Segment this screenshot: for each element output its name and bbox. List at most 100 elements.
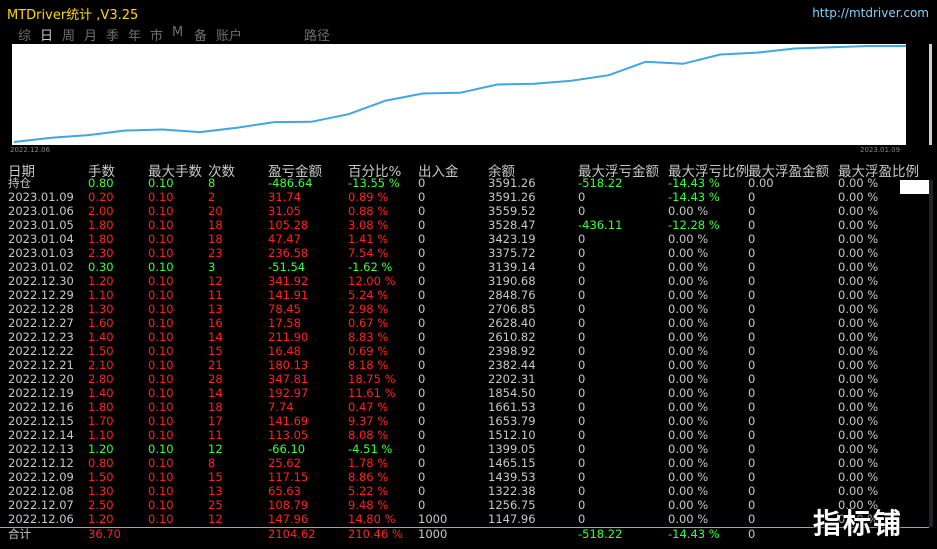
table-row[interactable]: 2022.12.22 1.50 0.10 15 16.48 0.69 % 0 2398.92 0…	[0, 344, 929, 358]
cell-8: 0	[578, 302, 586, 316]
table-row[interactable]: 2022.12.28 1.30 0.10 13 78.45 2.98 % 0 2706.85 0…	[0, 302, 929, 316]
cell-10: 0	[748, 414, 756, 428]
cell-0: 2022.12.29	[8, 288, 74, 302]
tab-2[interactable]: 周	[62, 29, 76, 44]
tab-1[interactable]: 日	[40, 29, 54, 44]
cell-11: 0.00 %	[838, 428, 879, 442]
cell-2: 0.10	[148, 484, 174, 498]
cell-11: 0.00 %	[838, 218, 879, 232]
table-row[interactable]: 2023.01.09 0.20 0.10 2 31.74 0.89 % 0 3591.26 0 -…	[0, 190, 929, 204]
cell-4: 47.47	[268, 232, 301, 246]
col-header-11[interactable]: 最大浮盈比例	[838, 164, 919, 180]
table-row[interactable]: 2022.12.09 1.50 0.10 15 117.15 8.86 % 0 1439.53…	[0, 470, 929, 484]
cell-10: 0.00	[748, 176, 774, 190]
table-row[interactable]: 2022.12.12 0.80 0.10 8 25.62 1.78 % 0 1465.15 0 0…	[0, 456, 929, 470]
col-header-6[interactable]: 出入金	[418, 164, 459, 180]
cell-11: 0.00 %	[838, 302, 879, 316]
app-title: MTDriver统计 ,V3.25	[7, 8, 139, 23]
table-row[interactable]: 2022.12.13 1.20 0.10 12 -66.10 -4.51 % 0 1399.0…	[0, 442, 929, 456]
table-row[interactable]: 2022.12.07 2.50 0.10 25 108.79 9.48 % 0 1256.75…	[0, 498, 929, 512]
cell-2: 0.10	[148, 260, 174, 274]
tab-9[interactable]: 账户	[216, 29, 243, 44]
table-row[interactable]: 2023.01.02 0.30 0.10 3 -51.54 -1.62 % 0 3139.14…	[0, 260, 929, 274]
tab-8[interactable]: 备	[194, 29, 208, 44]
cell-3: 2	[208, 190, 216, 204]
cell-5: 14.80 %	[348, 512, 396, 526]
cell-0: 2023.01.05	[8, 218, 74, 232]
cell-8: -518.22	[578, 527, 623, 541]
cell-1: 1.70	[88, 414, 114, 428]
cell-4: -66.10	[268, 442, 306, 456]
cell-0: 2022.12.14	[8, 428, 74, 442]
table-row[interactable]: 2022.12.27 1.60 0.10 16 17.58 0.67 % 0 2628.40 0…	[0, 316, 929, 330]
tab-10[interactable]: 路径	[304, 29, 331, 44]
col-header-3[interactable]: 次数	[208, 164, 235, 180]
cell-7: 2202.31	[488, 372, 536, 386]
table-row[interactable]: 2023.01.05 1.80 0.10 18 105.28 3.08 % 0 3528.47…	[0, 218, 929, 232]
cell-2: 0.10	[148, 302, 174, 316]
cell-9: -14.43 %	[668, 190, 720, 204]
col-header-4[interactable]: 盈亏金额	[268, 164, 322, 180]
cell-4: -486.64	[268, 176, 313, 190]
cell-2: 0.10	[148, 190, 174, 204]
selected-cell[interactable]	[900, 180, 929, 194]
cell-8: 0	[578, 372, 586, 386]
col-header-0[interactable]: 日期	[8, 164, 35, 180]
cell-1: 0.80	[88, 456, 114, 470]
tab-5[interactable]: 年	[128, 29, 142, 44]
cell-6: 0	[418, 456, 426, 470]
cell-9: 0.00 %	[668, 260, 709, 274]
table-row[interactable]: 2023.01.04 1.80 0.10 18 47.47 1.41 % 0 3423.19 0…	[0, 232, 929, 246]
table-row[interactable]: 2022.12.20 2.80 0.10 28 347.81 18.75 % 0 2202.3…	[0, 372, 929, 386]
table-row[interactable]: 2022.12.19 1.40 0.10 14 192.97 11.61 % 0 1854.5…	[0, 386, 929, 400]
total-row[interactable]: 合计 36.70 2104.62 210.46 % 1000 -518.22 -14.43 …	[0, 527, 929, 541]
cell-8: -436.11	[578, 218, 623, 232]
cell-8: 0	[578, 428, 586, 442]
tab-0[interactable]: 综	[18, 29, 32, 44]
table-row[interactable]: 2022.12.21 2.10 0.10 21 180.13 8.18 % 0 2382.44…	[0, 358, 929, 372]
cell-3: 13	[208, 484, 223, 498]
cell-10: 0	[748, 456, 756, 470]
col-header-1[interactable]: 手数	[88, 164, 115, 180]
tab-3[interactable]: 月	[84, 29, 98, 44]
cell-8: 0	[578, 330, 586, 344]
cell-11: 0.00 %	[838, 260, 879, 274]
table-row[interactable]: 持仓 0.80 0.10 8 -486.64 -13.55 % 0 3591.26 -518.2…	[0, 176, 929, 190]
table-row[interactable]: 2022.12.30 1.20 0.10 12 341.92 12.00 % 0 3190.6…	[0, 274, 929, 288]
col-header-7[interactable]: 余额	[488, 164, 515, 180]
table-row[interactable]: 2022.12.15 1.70 0.10 17 141.69 9.37 % 0 1653.79…	[0, 414, 929, 428]
cell-9: 0.00 %	[668, 358, 709, 372]
col-header-2[interactable]: 最大手数	[148, 164, 202, 180]
col-header-9[interactable]: 最大浮亏比例	[668, 164, 749, 180]
cell-2: 0.10	[148, 218, 174, 232]
cell-10: 0	[748, 330, 756, 344]
website-link[interactable]: http://mtdriver.com	[812, 6, 929, 20]
table-row[interactable]: 2022.12.14 1.10 0.10 11 113.05 8.08 % 0 1512.10…	[0, 428, 929, 442]
col-header-8[interactable]: 最大浮亏金额	[578, 164, 659, 180]
chart-scrollbar[interactable]	[929, 44, 932, 145]
cell-4: -51.54	[268, 260, 306, 274]
cell-0: 2022.12.21	[8, 358, 74, 372]
table-row[interactable]: 2022.12.23 1.40 0.10 14 211.90 8.83 % 0 2610.82…	[0, 330, 929, 344]
table-row[interactable]: 2022.12.06 1.20 0.10 12 147.96 14.80 % 1000 114…	[0, 512, 929, 526]
cell-8: 0	[578, 442, 586, 456]
tab-6[interactable]: 市	[150, 29, 164, 44]
cell-1: 2.80	[88, 372, 114, 386]
cell-9: 0.00 %	[668, 232, 709, 246]
cell-10: 0	[748, 400, 756, 414]
cell-1: 1.60	[88, 316, 114, 330]
tab-7[interactable]: M	[172, 25, 184, 40]
table-row[interactable]: 2023.01.06 2.00 0.10 20 31.05 0.88 % 0 3559.52 0…	[0, 204, 929, 218]
table-row[interactable]: 2022.12.16 1.80 0.10 18 7.74 0.47 % 0 1661.53 0 0…	[0, 400, 929, 414]
col-header-10[interactable]: 最大浮盈金额	[748, 164, 829, 180]
tab-4[interactable]: 季	[106, 29, 120, 44]
cell-11: 0.00 %	[838, 232, 879, 246]
table-scrollbar[interactable]	[929, 180, 933, 527]
table-row[interactable]: 2022.12.08 1.30 0.10 13 65.63 5.22 % 0 1322.38 0…	[0, 484, 929, 498]
cell-8: 0	[578, 358, 586, 372]
cell-0: 2022.12.12	[8, 456, 74, 470]
col-header-5[interactable]: 百分比%	[348, 164, 402, 180]
table-row[interactable]: 2022.12.29 1.10 0.10 11 141.91 5.24 % 0 2848.76…	[0, 288, 929, 302]
table-row[interactable]: 2023.01.03 2.30 0.10 23 236.58 7.54 % 0 3375.72…	[0, 246, 929, 260]
